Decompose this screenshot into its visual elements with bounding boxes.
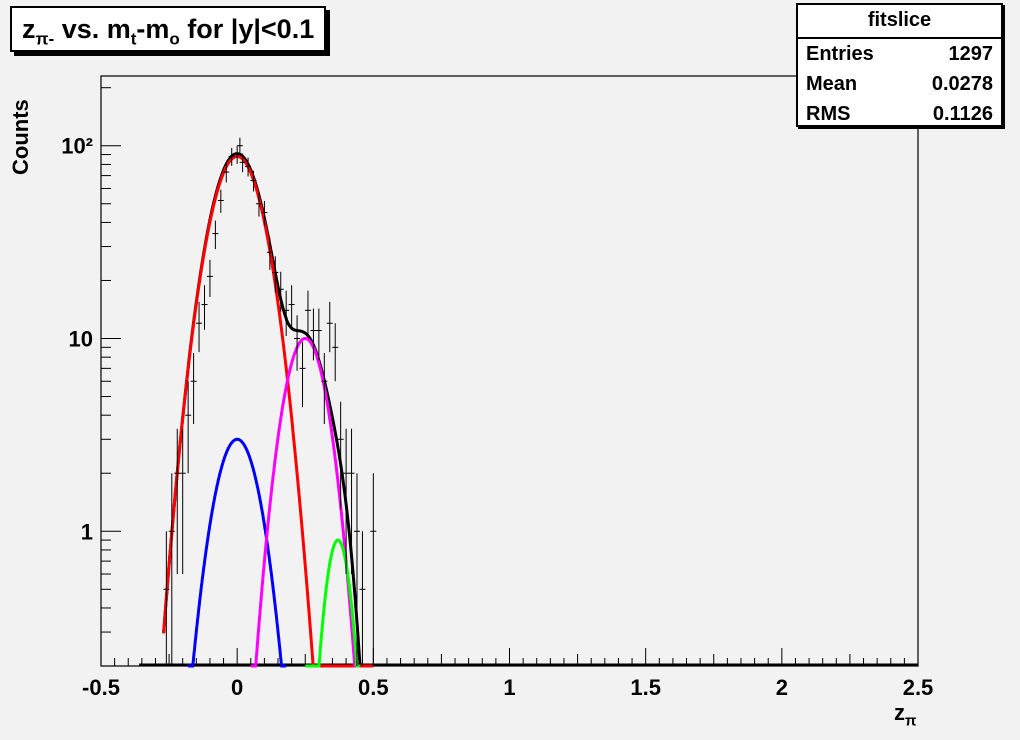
fit-curve-green [305, 538, 360, 668]
x-tick-label: 0.5 [358, 675, 389, 700]
data-point [236, 137, 243, 155]
data-point [315, 308, 322, 361]
data-point [228, 147, 235, 166]
data-point [359, 531, 366, 666]
y-axis-label: Counts [8, 99, 33, 175]
data-point [250, 170, 257, 192]
data-point [168, 473, 175, 666]
plot-frame [100, 75, 919, 667]
stats-title: fitslice [798, 5, 1001, 39]
y-tick-label: 1 [81, 519, 93, 544]
x-tick-label: 0 [231, 675, 243, 700]
data-point [245, 157, 252, 177]
data-point [212, 220, 219, 250]
data-point [223, 162, 230, 183]
data-point [266, 237, 273, 270]
data-point [332, 323, 339, 382]
data-point [272, 256, 279, 293]
data-point [174, 428, 181, 575]
fit-curve-blue [188, 437, 287, 668]
data-point [304, 290, 311, 337]
x-tick-label: 1 [503, 675, 515, 700]
data-point [310, 308, 317, 361]
data-point [288, 285, 295, 330]
data-point [163, 531, 170, 666]
data-points [163, 137, 377, 666]
data-point [201, 285, 208, 330]
data-point [239, 153, 246, 173]
data-point [353, 473, 360, 666]
x-tick-label: 2 [776, 675, 788, 700]
chart-title: zπ- vs. mt-mo for |y|<0.1 [10, 6, 327, 52]
y-tick-label: 10 [69, 326, 93, 351]
stats-row-rms: RMS 0.1126 [806, 103, 993, 125]
data-point [190, 353, 197, 425]
stats-row-mean: Mean 0.0278 [806, 73, 993, 95]
data-point [370, 473, 377, 666]
y-tick-label: 10² [61, 134, 93, 159]
data-point [337, 401, 344, 510]
data-point [277, 271, 284, 312]
x-tick-label: 1.5 [630, 675, 661, 700]
data-point [234, 146, 241, 164]
data-point [348, 428, 355, 575]
data-point [294, 315, 301, 371]
stats-row-entries: Entries 1297 [806, 43, 993, 65]
data-point [261, 200, 268, 227]
data-point [255, 192, 262, 217]
fit-curves [139, 152, 918, 668]
data-point [196, 301, 203, 353]
data-point [206, 259, 213, 298]
fit-curve-magenta [250, 337, 360, 668]
data-point [299, 341, 306, 408]
x-tick-label: 2.5 [903, 675, 934, 700]
data-point [283, 290, 290, 337]
fit-curve-red [162, 154, 374, 668]
data-point [217, 189, 224, 213]
data-point [326, 301, 333, 353]
x-tick-label: -0.5 [82, 675, 120, 700]
stats-box: fitslice Entries 1297 Mean 0.0278 RMS 0.… [796, 3, 1003, 127]
x-axis-label: zπ [894, 700, 917, 730]
data-point [179, 428, 186, 575]
data-point [321, 353, 328, 425]
data-point [343, 428, 350, 575]
tick-labels: -0.5 0 0.5 1 1.5 2 2.5 1 10 10² [61, 134, 933, 700]
data-point [185, 381, 192, 474]
